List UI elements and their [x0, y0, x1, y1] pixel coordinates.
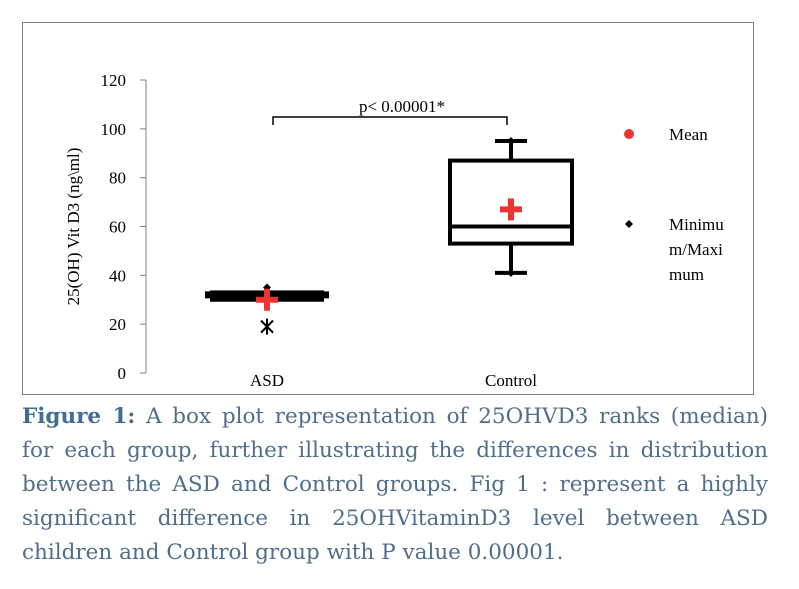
y-tick-label: 20	[109, 315, 126, 334]
y-tick-label: 120	[101, 71, 127, 90]
x-category-label: ASD	[250, 371, 284, 390]
box-plot-chart: 0 20 40 60 80 100 120 25(OH) Vit D3 (ng\ml) ASD C…	[64, 71, 724, 390]
y-tick-label: 0	[118, 364, 127, 383]
control-box	[448, 158, 574, 246]
caption-label: Figure 1:	[22, 404, 136, 429]
x-category-label: Control	[485, 371, 537, 390]
y-tick-label: 60	[109, 218, 126, 237]
legend-minmax-label-line: mum	[669, 265, 704, 284]
significance-bracket	[272, 116, 508, 125]
legend-mean-label: Mean	[669, 125, 708, 144]
y-tick-label: 40	[109, 266, 126, 285]
legend-minmax-label-line: m/Maxi	[669, 240, 723, 259]
legend-minmax-label-line: Minimu	[669, 215, 724, 234]
control-min-marker	[507, 268, 515, 277]
y-tick-label: 80	[109, 169, 126, 188]
legend-minmax-label: Minimu m/Maxi mum	[669, 215, 724, 284]
chart-frame: 0 20 40 60 80 100 120 25(OH) Vit D3 (ng\ml) ASD C…	[22, 22, 754, 395]
figure-caption: Figure 1: A box plot representation of 2…	[22, 400, 768, 570]
legend-mean-marker	[624, 129, 634, 139]
control-max-marker	[507, 137, 515, 146]
significance-annotation: p< 0.00001*	[359, 97, 445, 116]
legend-minmax-marker	[625, 220, 633, 228]
y-tick-label: 100	[101, 120, 127, 139]
caption-text: A box plot representation of 25OHVD3 ran…	[22, 404, 768, 565]
y-axis-label: 25(OH) Vit D3 (ng\ml)	[64, 148, 83, 306]
